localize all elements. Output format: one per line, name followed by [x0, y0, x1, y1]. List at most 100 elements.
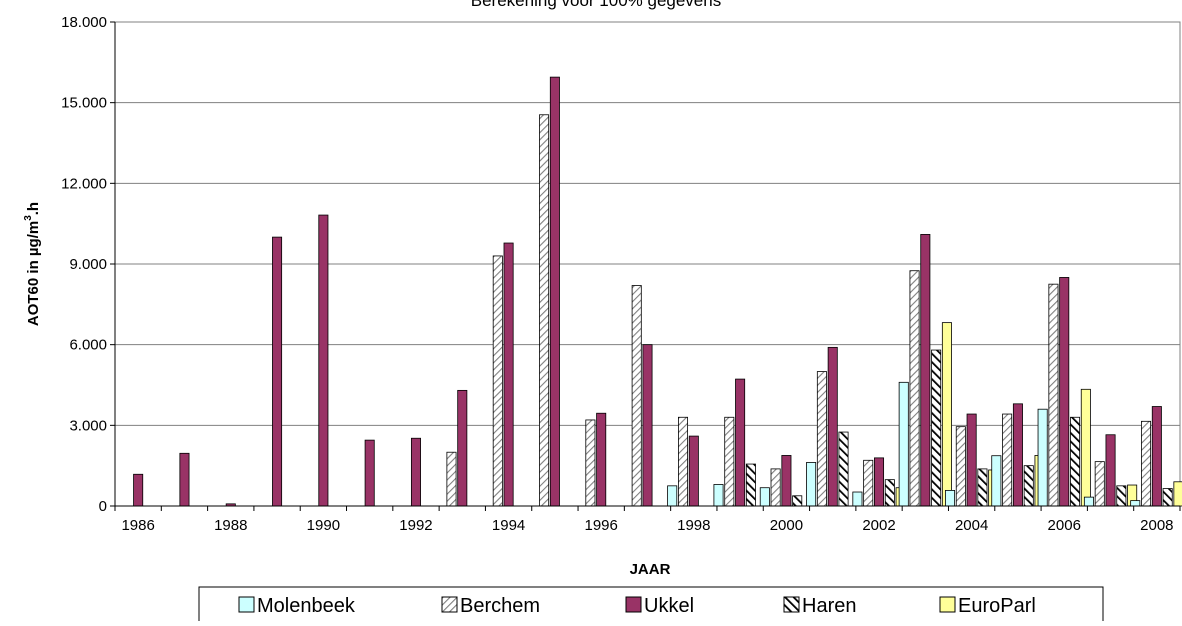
- bar-berchem-2004: [955, 426, 966, 507]
- x-tick-label: 1986: [121, 517, 154, 534]
- y-tick-label: 12.000: [61, 175, 107, 192]
- legend-swatch-molenbeek: [238, 596, 255, 613]
- bar-berchem-2005: [1002, 413, 1013, 507]
- x-tick-label: 1996: [585, 517, 618, 534]
- bar-haren-2002: [884, 479, 895, 507]
- bar-ukkel-1993: [457, 389, 468, 507]
- y-tick-label: 0: [99, 498, 107, 515]
- bar-ukkel-1987: [179, 452, 190, 507]
- bar-berchem-1993: [446, 451, 457, 507]
- bar-berchem-2008: [1141, 420, 1152, 507]
- legend-label-haren: Haren: [802, 595, 856, 617]
- bar-ukkel-2001: [827, 346, 838, 507]
- bar-ukkel-2003: [920, 234, 931, 507]
- bar-molenbeek-2004: [945, 490, 956, 507]
- bar-ukkel-1994: [503, 242, 514, 507]
- bar-ukkel-1992: [410, 437, 421, 507]
- bar-ukkel-2000: [781, 455, 792, 507]
- bar-berchem-2006: [1048, 283, 1059, 507]
- bar-haren-2004: [977, 468, 988, 507]
- legend-label-berchem: Berchem: [460, 595, 540, 617]
- x-tick-label: 1998: [677, 517, 710, 534]
- legend-swatch-berchem: [441, 596, 458, 613]
- bar-molenbeek-2005: [991, 455, 1002, 507]
- bar-ukkel-2007: [1105, 434, 1116, 507]
- x-tick-label: 2004: [955, 517, 988, 534]
- y-axis-title-main: AOT60 in µg/m: [25, 221, 42, 326]
- bar-molenbeek-2001: [806, 462, 817, 507]
- legend-label-molenbeek: Molenbeek: [257, 595, 356, 617]
- x-tick-label: 2006: [1048, 517, 1081, 534]
- bar-haren-2006: [1070, 416, 1081, 507]
- bar-berchem-2001: [816, 371, 827, 507]
- bar-ukkel-2002: [874, 457, 885, 507]
- bar-ukkel-1986: [133, 473, 144, 507]
- bar-berchem-2003: [909, 270, 920, 507]
- y-axis-ticks: 0 3.000 6.000 9.000 12.000 15.000 18.000: [61, 14, 115, 515]
- bar-molenbeek-2007: [1083, 496, 1094, 507]
- bar-molenbeek-1998: [667, 485, 678, 507]
- bar-molenbeek-2006: [1037, 408, 1048, 507]
- bar-berchem-2007: [1094, 461, 1105, 507]
- y-axis-title-suffix: .h: [25, 202, 42, 215]
- bar-haren-2003: [931, 349, 942, 507]
- bar-ukkel-2004: [966, 413, 977, 507]
- legend: Molenbeek Berchem Ukkel Haren EuroParl: [198, 586, 1104, 626]
- bar-molenbeek-2002: [852, 491, 863, 507]
- y-tick-label: 9.000: [69, 256, 107, 273]
- x-axis-title: JAAR: [630, 561, 671, 578]
- bar-molenbeek-1999: [713, 484, 724, 507]
- bar-ukkel-1999: [735, 378, 746, 507]
- bar-berchem-1999: [724, 416, 735, 507]
- x-tick-label: 2002: [862, 517, 895, 534]
- legend-swatch-haren: [783, 596, 800, 613]
- x-tick-label: 2008: [1140, 517, 1173, 534]
- y-tick-label: 6.000: [69, 337, 107, 354]
- bar-ukkel-1990: [318, 214, 329, 507]
- bar-ukkel-1989: [272, 236, 283, 507]
- x-tick-label: 1994: [492, 517, 525, 534]
- bar-ukkel-1995: [549, 76, 560, 507]
- bar-ukkel-2005: [1012, 403, 1023, 507]
- x-tick-label: 2000: [770, 517, 803, 534]
- x-tick-label: 1988: [214, 517, 247, 534]
- chart-title: Berekening voor 100% gegevens: [471, 0, 721, 10]
- bars: [133, 76, 1182, 507]
- bar-berchem-1997: [631, 285, 642, 507]
- bar-ukkel-1996: [596, 412, 607, 507]
- bar-berchem-1994: [492, 255, 503, 507]
- bar-haren-2005: [1023, 465, 1034, 507]
- x-axis-ticks: 1986 1988 1990 1992 1994 1996 1998 2000 2002 2004…: [114, 506, 1181, 534]
- bar-ukkel-1991: [364, 439, 375, 507]
- bar-haren-2007: [1116, 485, 1127, 507]
- bar-europarl-2008: [1173, 481, 1182, 507]
- y-tick-label: 18.000: [61, 14, 107, 31]
- bar-molenbeek-2003: [898, 381, 909, 507]
- legend-label-ukkel: Ukkel: [644, 595, 694, 617]
- bar-haren-2001: [838, 431, 849, 507]
- bar-haren-2000: [792, 495, 803, 507]
- y-tick-label: 3.000: [69, 417, 107, 434]
- bar-ukkel-1998: [688, 435, 699, 507]
- bar-europarl-2003: [941, 322, 952, 507]
- bar-haren-1999: [745, 463, 756, 507]
- x-tick-label: 1992: [399, 517, 432, 534]
- x-tick-label: 1990: [307, 517, 340, 534]
- bar-molenbeek-2008: [1130, 500, 1141, 507]
- bar-ukkel-2006: [1059, 277, 1070, 507]
- bar-berchem-1998: [678, 416, 689, 507]
- y-axis-title: AOT60 in µg/m3.h: [23, 202, 42, 326]
- bar-berchem-2000: [770, 468, 781, 507]
- y-tick-label: 15.000: [61, 95, 107, 112]
- bar-ukkel-1997: [642, 344, 653, 507]
- bar-molenbeek-2000: [759, 487, 770, 507]
- legend-swatch-europarl: [939, 596, 956, 613]
- legend-swatch-ukkel: [625, 596, 642, 613]
- bar-haren-2008: [1162, 488, 1173, 507]
- bar-berchem-2002: [863, 459, 874, 507]
- bar-berchem-1996: [585, 419, 596, 507]
- bar-europarl-2006: [1080, 388, 1091, 507]
- bar-ukkel-2008: [1151, 406, 1162, 507]
